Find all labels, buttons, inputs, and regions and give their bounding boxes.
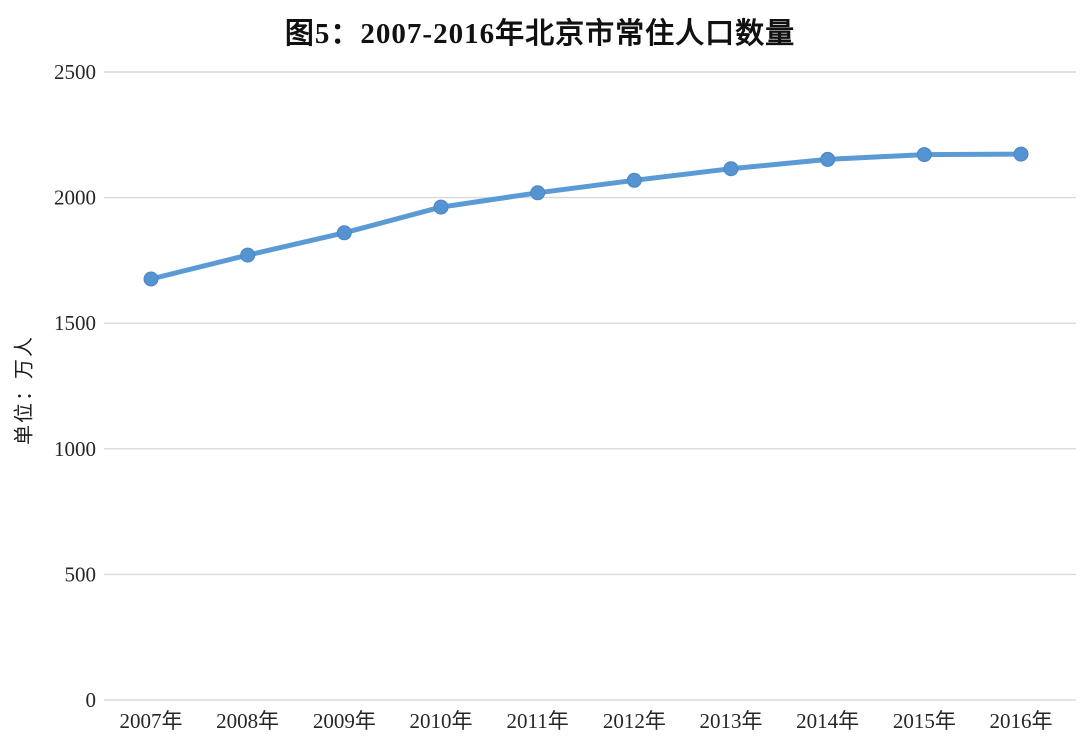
y-tick-label: 2000: [54, 186, 96, 210]
x-tick-label: 2012年: [603, 709, 666, 733]
y-tick-label: 0: [86, 688, 97, 712]
y-tick-label: 500: [65, 562, 97, 586]
x-tick-label: 2009年: [313, 709, 376, 733]
data-point-marker: [143, 271, 159, 287]
series-line: [148, 151, 1024, 282]
chart-title: 图5：2007-2016年北京市常住人口数量: [284, 18, 796, 50]
x-tick-label: 2010年: [410, 709, 473, 733]
data-point-marker: [433, 199, 449, 215]
data-point-marker: [240, 247, 256, 263]
data-point-marker: [916, 147, 932, 163]
x-tick-label: 2008年: [216, 709, 279, 733]
data-point-marker: [336, 225, 352, 241]
data-point-marker: [626, 172, 642, 188]
y-tick-label: 1000: [54, 437, 96, 461]
x-tick-label: 2011年: [507, 709, 569, 733]
data-point-marker: [723, 161, 739, 177]
y-tick-label: 1500: [54, 311, 96, 335]
data-point-marker: [1013, 146, 1029, 162]
x-tick-label: 2016年: [990, 709, 1053, 733]
x-tick-label: 2007年: [120, 709, 183, 733]
x-tick-label: 2013年: [700, 709, 763, 733]
data-point-marker: [530, 185, 546, 201]
x-tick-label: 2015年: [893, 709, 956, 733]
y-tick-label: 2500: [54, 60, 96, 84]
data-point-marker: [820, 151, 836, 167]
x-tick-label: 2014年: [796, 709, 859, 733]
